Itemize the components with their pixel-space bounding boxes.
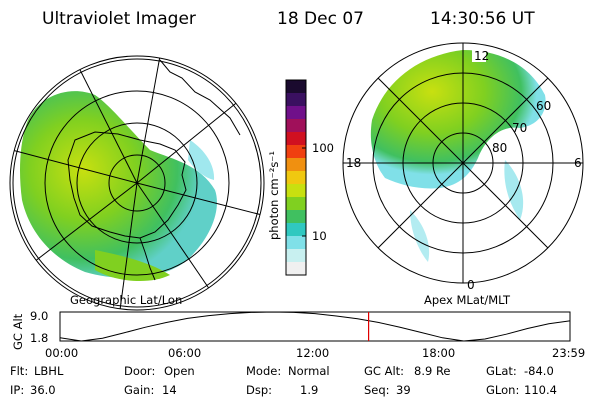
mlt-grid-right — [343, 43, 583, 283]
glon-label: GLon: — [486, 383, 519, 397]
lat-grid-left — [12, 58, 262, 308]
gain-label: Gain: — [124, 383, 154, 397]
south-america-coastline — [159, 59, 241, 136]
altitude-ytick-low: 1.8 — [30, 331, 48, 345]
mlat-label-70: 70 — [512, 121, 527, 135]
colorbar-segment — [286, 119, 306, 133]
mlt-label-6: 6 — [574, 156, 582, 170]
aurora-patch-right — [504, 160, 524, 220]
aurora-patch-right-lower — [410, 210, 430, 262]
altitude-xtick-0600: 06:00 — [168, 346, 201, 360]
altitude-ylabel: GC Alt — [11, 313, 25, 350]
right-map-caption: Apex MLat/MLT — [424, 293, 511, 307]
altitude-xtick-1800: 18:00 — [422, 346, 455, 360]
mlt-label-18: 18 — [346, 156, 361, 170]
mlt-label-12: 12 — [474, 49, 489, 63]
door-label: Door: — [124, 364, 155, 378]
gc-alt-label: GC Alt: — [364, 364, 404, 378]
colorbar-segment — [286, 210, 306, 224]
aurora-emission-left — [20, 91, 217, 278]
dsp-label: Dsp: — [246, 383, 272, 397]
gc-alt-value: 8.9 Re — [414, 364, 451, 378]
door-value: Open — [164, 364, 195, 378]
colorbar-segment — [286, 106, 306, 120]
seq-label: Seq: — [364, 383, 390, 397]
ip-label: IP: — [10, 383, 24, 397]
colorbar-segment — [286, 236, 306, 250]
instrument-title: Ultraviolet Imager — [42, 9, 196, 29]
ip-value: 36.0 — [30, 383, 56, 397]
glat-label: GLat: — [486, 364, 517, 378]
colorbar-tick-10: 10 — [312, 229, 327, 243]
colorbar-segment — [286, 158, 306, 172]
lon-grid-left — [11, 56, 263, 310]
altitude-xtick-2359: 23:59 — [552, 346, 585, 360]
colorbar-segment — [286, 197, 306, 211]
glat-value: -84.0 — [524, 364, 554, 378]
left-map-caption: Geographic Lat/Lon — [70, 293, 182, 307]
altitude-xtick-1200: 12:00 — [296, 346, 329, 360]
colorbar-segment — [286, 145, 306, 159]
mode-label: Mode: — [246, 364, 281, 378]
aurora-patch-left — [188, 140, 215, 180]
date-label: 18 Dec 07 — [277, 9, 364, 29]
colorbar-segment — [286, 249, 306, 263]
colorbar: 100 10 photon cm⁻²s⁻¹ — [267, 79, 334, 276]
mlat-label-60: 60 — [536, 99, 551, 113]
horizon-circle-left — [9, 55, 265, 311]
colorbar-segment — [286, 223, 306, 237]
flt-label: Flt: — [10, 364, 28, 378]
colorbar-segment — [286, 80, 306, 94]
altitude-ytick-high: 9.0 — [30, 309, 48, 323]
magnetic-map: 12 18 6 0 60 70 80 — [342, 42, 584, 292]
colorbar-tick-100: 100 — [312, 141, 334, 155]
mlt-label-0: 0 — [467, 278, 475, 292]
status-panel: Flt: LBHL Door: Open Mode: Normal GC Alt… — [10, 364, 557, 397]
altitude-curve — [59, 311, 570, 342]
mlat-label-80: 80 — [492, 141, 507, 155]
colorbar-segment — [286, 93, 306, 107]
colorbar-segment — [286, 132, 306, 146]
seq-value: 39 — [396, 383, 411, 397]
colorbar-segment — [286, 184, 306, 198]
flt-value: LBHL — [34, 364, 64, 378]
geographic-map — [9, 55, 265, 311]
colorbar-segment — [286, 262, 306, 276]
colorbar-unit-label: photon cm⁻²s⁻¹ — [267, 151, 281, 240]
colorbar-segment — [286, 171, 306, 185]
aurora-patch-left-lower — [95, 250, 170, 282]
gain-value: 14 — [162, 383, 177, 397]
altitude-plot-frame — [59, 311, 571, 342]
dsp-value: 1.9 — [300, 383, 318, 397]
altitude-xtick-0000: 00:00 — [45, 346, 78, 360]
antarctica-coastline — [67, 131, 187, 239]
mode-value: Normal — [288, 364, 330, 378]
glon-value: 110.4 — [524, 383, 557, 397]
aurora-emission-right — [370, 50, 546, 189]
altitude-plot: GC Alt 9.0 1.8 00:00 06:00 12:00 18:00 2… — [11, 309, 585, 360]
time-label: 14:30:56 UT — [430, 9, 535, 29]
